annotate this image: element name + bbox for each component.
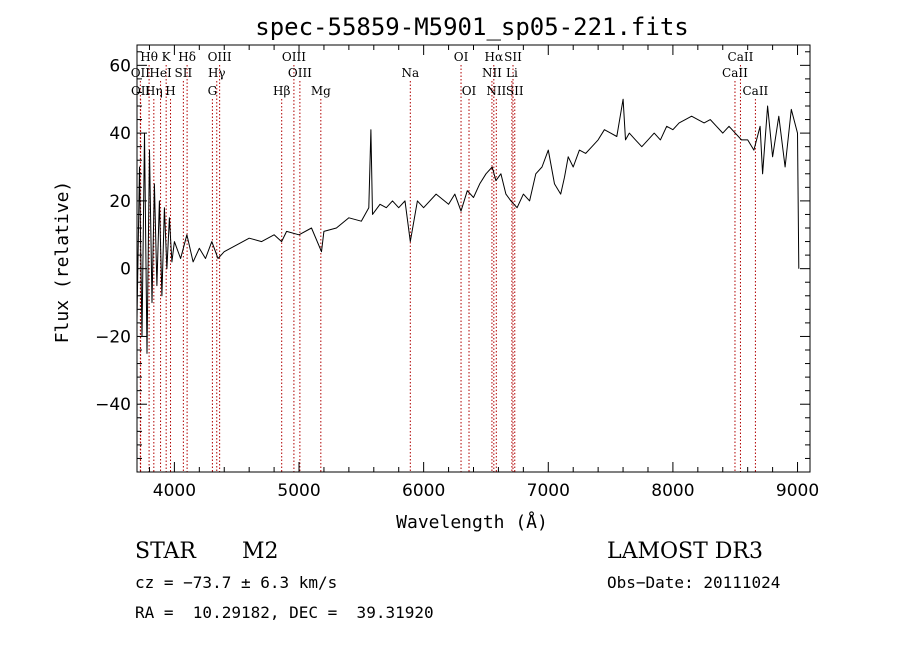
line-label-16: Na xyxy=(401,66,419,80)
line-label-10: Hγ xyxy=(208,66,226,80)
y-tick-label-20: 20 xyxy=(109,192,131,212)
line-label-7: SII xyxy=(175,66,193,80)
line-label-18: OI xyxy=(462,84,477,98)
line-label-6: H xyxy=(165,84,175,98)
line-label-25: CaII xyxy=(728,50,754,64)
observation-date: Obs−Date: 20111024 xyxy=(607,573,781,592)
line-label-12: OIII xyxy=(282,50,306,64)
line-label-3: Hη xyxy=(145,84,163,98)
coordinates: RA = 10.29182, DEC = 39.31920 xyxy=(135,603,434,622)
x-tick-label-6000: 6000 xyxy=(402,481,445,501)
x-tick-label-8000: 8000 xyxy=(651,481,694,501)
line-label-13: OIII xyxy=(288,66,312,80)
survey-name: LAMOST DR3 xyxy=(607,539,763,564)
line-label-19: Hα xyxy=(485,50,504,64)
chart-title: spec-55859-M5901_sp05-221.fits xyxy=(255,13,688,41)
y-tick-label--20: −20 xyxy=(95,327,131,347)
line-label-4: HeI xyxy=(149,66,172,80)
line-label-17: OI xyxy=(454,50,469,64)
line-label-1: OII xyxy=(131,66,151,80)
line-label-22: SII xyxy=(504,50,522,64)
y-tick-label-0: 0 xyxy=(120,260,131,280)
line-label-24: SII xyxy=(506,84,524,98)
line-label-5: K xyxy=(162,50,172,64)
x-tick-label-5000: 5000 xyxy=(277,481,320,501)
x-axis-label: Wavelength (Å) xyxy=(396,511,548,533)
line-label-23: Li xyxy=(506,66,518,80)
x-tick-label-4000: 4000 xyxy=(153,481,196,501)
line-label-11: G xyxy=(208,84,218,98)
y-tick-label-40: 40 xyxy=(109,124,131,144)
line-label-26: CaII xyxy=(722,66,748,80)
line-label-8: Hδ xyxy=(178,50,196,64)
line-markers xyxy=(139,65,756,472)
y-tick-label-60: 60 xyxy=(109,56,131,76)
line-label-15: Mg xyxy=(311,84,331,98)
axes: 4000 5000 6000 7000 8000 9000 −40 −20 0 20 40 60 xyxy=(95,44,819,501)
object-subclass: M2 xyxy=(242,539,279,564)
line-label-2: OII xyxy=(131,84,151,98)
redshift-velocity: cz = −73.7 ± 6.3 km/s xyxy=(135,573,338,592)
line-label-0: Hθ xyxy=(140,50,158,64)
y-tick-label--40: −40 xyxy=(95,395,131,415)
line-label-20: NII xyxy=(482,66,502,80)
line-label-14: Hβ xyxy=(273,84,290,98)
x-tick-label-7000: 7000 xyxy=(527,481,570,501)
line-label-21: NII xyxy=(486,84,506,98)
object-class: STAR xyxy=(135,539,196,564)
spectrum-line-0 xyxy=(136,98,800,354)
plot-frame xyxy=(136,44,811,473)
line-label-9: OIII xyxy=(208,50,232,64)
line-label-27: CaII xyxy=(742,84,768,98)
y-axis-label: Flux (relative) xyxy=(52,181,73,344)
x-tick-label-9000: 9000 xyxy=(776,481,819,501)
spectrum-series xyxy=(136,98,800,354)
